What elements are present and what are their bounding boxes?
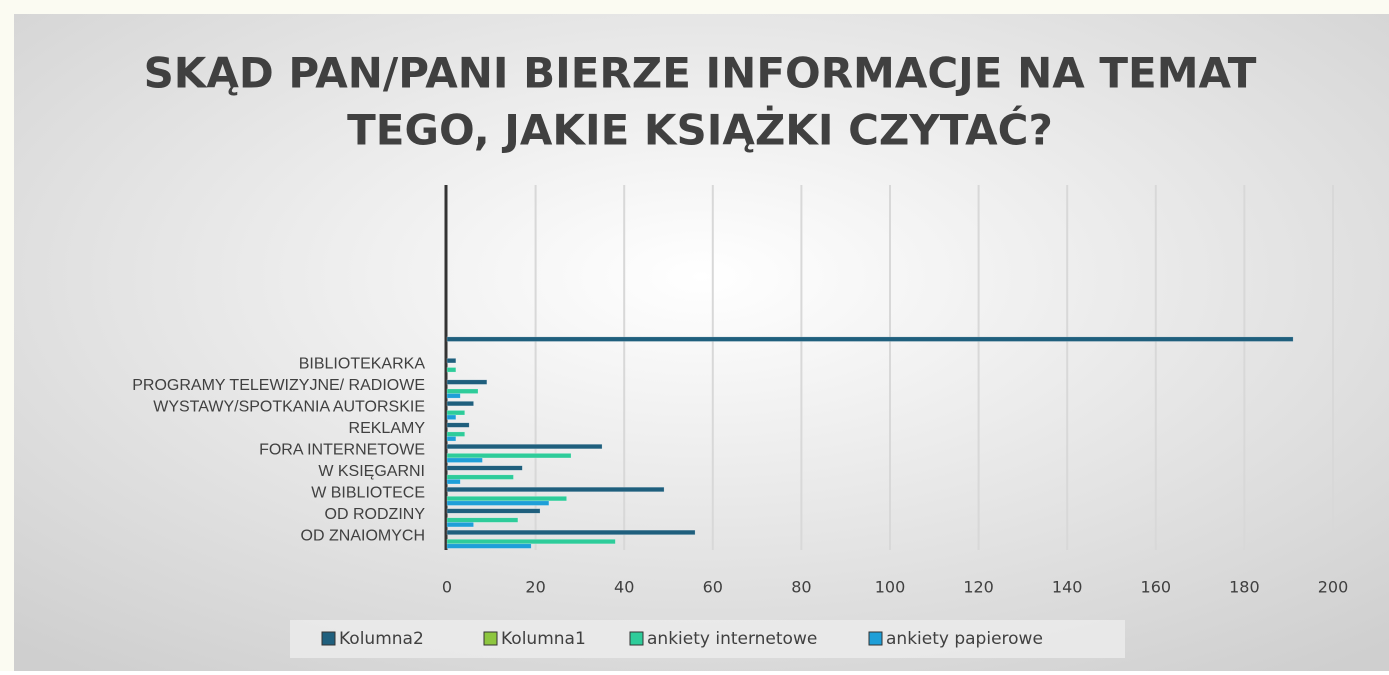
bar xyxy=(446,336,1294,342)
x-tick-label: 0 xyxy=(442,578,452,597)
x-tick-label: 200 xyxy=(1318,578,1349,597)
y-tick-label: W BIBLIOTECE xyxy=(311,485,425,502)
bar xyxy=(446,465,523,471)
bar xyxy=(446,379,488,385)
y-tick-label: OD RODZINY xyxy=(325,506,426,523)
y-tick-label: PROGRAMY TELEWIZYJNE/ RADIOWE xyxy=(132,377,425,394)
bar xyxy=(446,436,457,442)
bar xyxy=(446,529,696,535)
x-tick-label: 60 xyxy=(703,578,723,597)
y-tick-label: W KSIĘGARNI xyxy=(318,463,425,480)
x-tick-label: 120 xyxy=(963,578,994,597)
legend-swatch xyxy=(868,631,883,646)
bar xyxy=(446,358,457,364)
bar xyxy=(446,474,514,480)
bar xyxy=(446,539,616,545)
x-tick-label: 40 xyxy=(614,578,634,597)
bar xyxy=(446,422,470,428)
legend-swatch xyxy=(629,631,644,646)
bar xyxy=(446,486,665,493)
bar xyxy=(446,496,567,502)
x-tick-label: 20 xyxy=(525,578,545,597)
legend-label: Kolumna1 xyxy=(501,629,586,649)
legend-box xyxy=(290,620,1125,658)
legend-label: ankiety papierowe xyxy=(886,629,1043,649)
y-tick-label: BIBLIOTEKARKA xyxy=(299,356,426,373)
bar xyxy=(446,500,550,506)
bar xyxy=(446,444,603,450)
x-tick-label: 80 xyxy=(791,578,811,597)
bar xyxy=(446,388,479,394)
legend-swatch xyxy=(321,631,336,646)
x-tick-label: 140 xyxy=(1052,578,1083,597)
y-tick-label: OD ZNAIOMYCH xyxy=(301,527,425,544)
chart-title: TEGO, JAKIE KSIĄŻKI CZYTAĆ? xyxy=(347,105,1053,155)
bar xyxy=(446,508,541,514)
bar xyxy=(446,414,457,420)
chart-title: SKĄD PAN/PANI BIERZE INFORMACJE NA TEMAT xyxy=(144,49,1257,98)
x-tick-label: 180 xyxy=(1229,578,1260,597)
bar xyxy=(446,410,465,416)
x-tick-label: 100 xyxy=(875,578,906,597)
bar xyxy=(446,393,461,399)
x-tick-label: 160 xyxy=(1141,578,1172,597)
bar xyxy=(446,457,483,463)
legend-swatch xyxy=(483,631,498,646)
bar xyxy=(446,479,461,485)
legend-label: Kolumna2 xyxy=(339,629,424,649)
bar xyxy=(446,543,532,549)
y-tick-label: REKLAMY xyxy=(349,420,426,437)
legend-label: ankiety internetowe xyxy=(647,629,817,649)
bar xyxy=(446,367,457,373)
bar xyxy=(446,431,465,437)
chart-area xyxy=(14,14,1389,671)
y-tick-label: FORA INTERNETOWE xyxy=(259,442,425,459)
y-tick-label: WYSTAWY/SPOTKANIA AUTORSKIE xyxy=(153,399,425,416)
bar xyxy=(446,401,474,407)
bar xyxy=(446,522,474,528)
bar xyxy=(446,453,572,459)
bar xyxy=(446,517,519,523)
